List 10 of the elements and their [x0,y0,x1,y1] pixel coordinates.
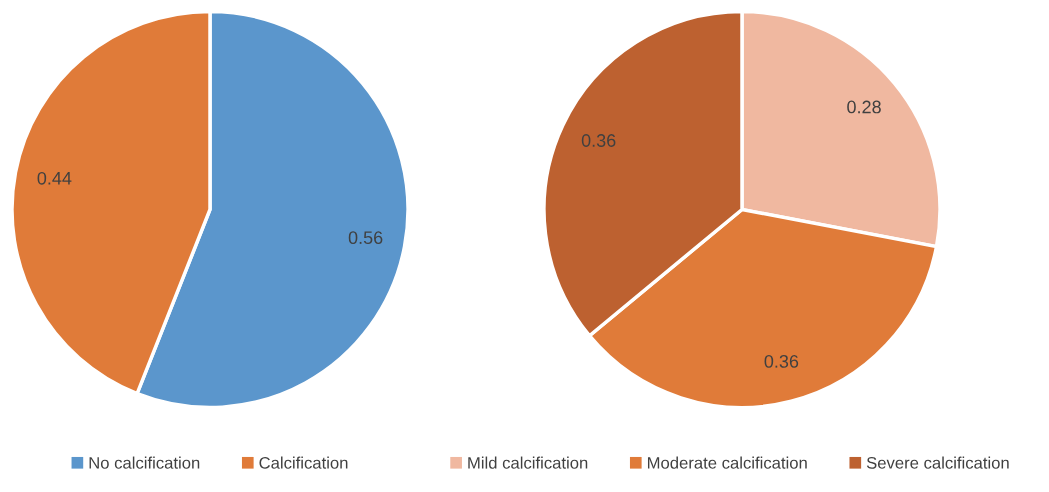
data-label: 0.36 [581,134,616,147]
legend-label: Moderate calcification [647,456,807,469]
data-label: 0.44 [37,171,72,185]
legend-label: Mild calcification [468,456,588,469]
data-label: 0.36 [764,355,799,368]
data-label: 0.56 [348,231,383,245]
legend-label: Severe calcification [866,456,1009,469]
data-label: 0.28 [847,100,881,114]
legend-label: No calcification [89,456,200,469]
legend-label: Calcification [259,456,348,469]
